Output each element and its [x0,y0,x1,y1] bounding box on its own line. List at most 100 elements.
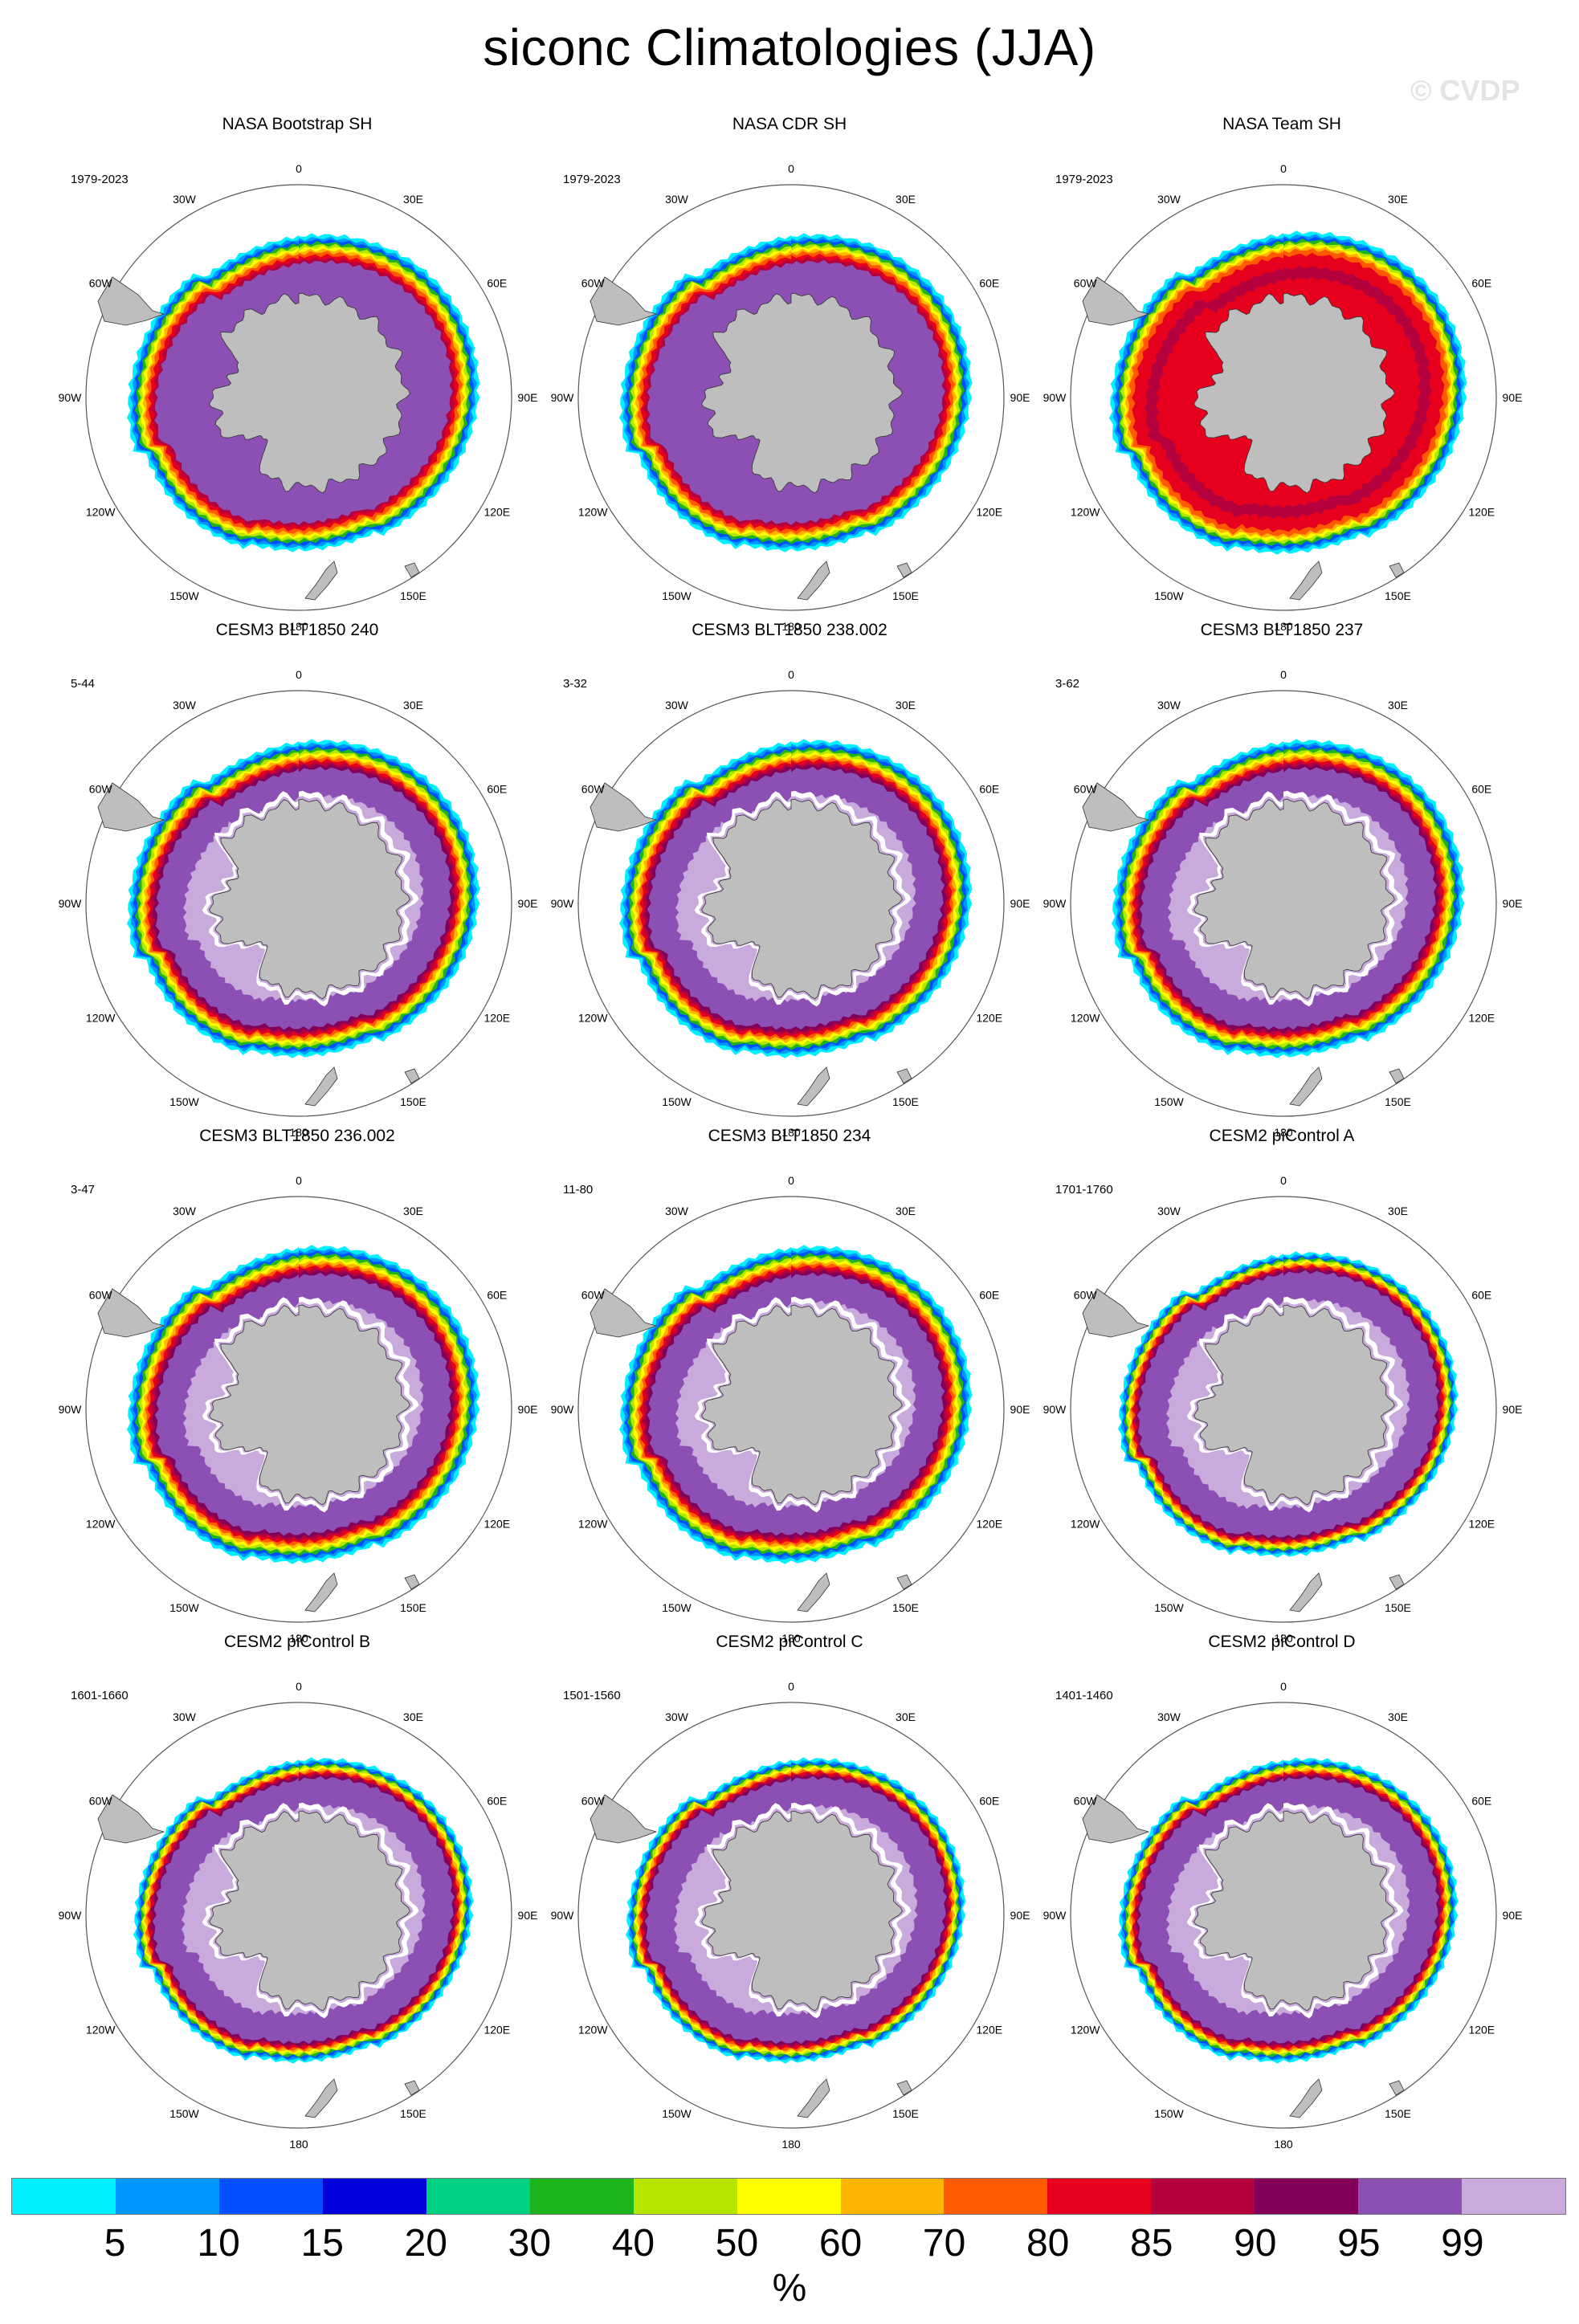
tasmania-land [404,2080,420,2096]
panel-period: 3-32 [563,677,588,691]
longitude-label: 90W [1043,897,1067,910]
longitude-label: 150W [1154,2107,1184,2120]
panel-title: NASA Bootstrap SH [222,115,373,133]
colorbar-tick-label: 95 [1337,2222,1381,2265]
map-panel: 0 30E 60E 90E 120E 150E 180 150W 120W 90W 60W 30W CE… [532,1633,1047,2151]
longitude-label: 180 [1274,2138,1293,2151]
longitude-label: 180 [781,1632,801,1645]
panel-period: 1401-1460 [1055,1689,1113,1702]
longitude-label: 30E [1388,193,1408,206]
map-panel: 0 30E 60E 90E 120E 150E 180 150W 120W 90W 60W 30W NA… [40,115,554,633]
map-panel: 0 30E 60E 90E 120E 150E 180 150W 120W 90W 60W 30W CE… [1025,1127,1539,1645]
longitude-label: 90E [1503,897,1523,910]
panel-title: CESM2 piControl C [716,1633,863,1651]
map-panel: 0 30E 60E 90E 120E 150E 180 150W 120W 90W 60W 30W CE… [40,621,554,1139]
panel-title: CESM3 BLT1850 236.002 [199,1127,395,1145]
panel-period: 1501-1560 [563,1689,621,1702]
longitude-label: 150E [1385,2107,1411,2120]
panel-period: 1979-2023 [563,173,621,186]
longitude-label: 90W [551,897,575,910]
longitude-label: 60W [89,277,113,290]
antarctica-land [209,798,410,1000]
longitude-label: 150E [892,589,919,602]
longitude-label: 60E [979,277,999,290]
south-america-land [1082,1288,1150,1338]
longitude-label: 180 [289,620,308,633]
longitude-label: 60E [1471,783,1491,796]
longitude-label: 30W [665,1205,689,1217]
longitude-label: 90W [551,1909,575,1922]
south-america-land [97,276,165,326]
colorbar-swatch: #0050ff [218,2179,323,2214]
longitude-label: 150E [1385,1601,1411,1614]
longitude-label: 0 [1280,668,1287,681]
map-panel: 0 30E 60E 90E 120E 150E 180 150W 120W 90W 60W 30W CE… [40,1633,554,2151]
map-panel: 0 30E 60E 90E 120E 150E 180 150W 120W 90W 60W 30W CE… [1025,1633,1539,2151]
polar-map: 0 30E 60E 90E 120E 150E 180 150W 120W 90W 60W 30W [59,162,538,633]
longitude-label: 90E [1503,1909,1523,1922]
longitude-label: 60E [487,1289,507,1302]
longitude-label: 150W [169,1095,199,1108]
longitude-label: 90E [1503,1403,1523,1416]
longitude-label: 120W [1071,506,1100,519]
longitude-label: 90E [1503,391,1523,404]
tasmania-land [1389,562,1405,578]
longitude-label: 150E [892,1095,919,1108]
new-zealand-land [797,2078,830,2118]
longitude-label: 90W [59,391,83,404]
polar-map: 0 30E 60E 90E 120E 150E 180 150W 120W 90W 60W 30W [1043,162,1523,633]
map-panel: 0 30E 60E 90E 120E 150E 180 150W 120W 90W 60W 30W CE… [532,621,1047,1139]
watermark: © CVDP [1410,74,1520,107]
longitude-label: 90W [551,391,575,404]
polar-map: 0 30E 60E 90E 120E 150E 180 150W 120W 90W 60W 30W [551,1174,1030,1645]
colorbar-swatch: #0000dc [322,2179,426,2214]
longitude-label: 60W [581,277,606,290]
new-zealand-land [1289,561,1323,601]
longitude-label: 120W [86,1012,116,1025]
antarctica-land [1193,1810,1395,2012]
longitude-label: 60E [1471,1795,1491,1808]
longitude-label: 180 [781,1126,801,1139]
longitude-label: 60E [979,1289,999,1302]
new-zealand-land [304,1572,338,1613]
longitude-label: 180 [781,620,801,633]
south-america-land [97,1288,165,1338]
longitude-label: 0 [296,668,302,681]
panel-title: CESM3 BLT1850 238.002 [692,621,887,639]
longitude-label: 90E [1010,391,1030,404]
antarctica-land [209,1810,410,2012]
longitude-label: 30E [896,1710,916,1723]
panel-title: CESM3 BLT1850 237 [1200,621,1364,639]
longitude-label: 120E [976,506,1002,519]
longitude-label: 90W [1043,391,1067,404]
longitude-label: 180 [289,1632,308,1645]
colorbar-tick-label: 40 [611,2222,655,2265]
longitude-label: 60W [1074,783,1098,796]
longitude-label: 150W [662,589,692,602]
polar-map: 0 30E 60E 90E 120E 150E 180 150W 120W 90W 60W 30W [59,1174,538,1645]
colorbar-units: % [772,2267,807,2310]
antarctica-land [1193,292,1395,494]
colorbar-swatch: #ffb400 [840,2179,945,2214]
longitude-label: 150E [400,1095,426,1108]
south-america-land [97,782,165,832]
longitude-label: 30W [173,1205,197,1217]
longitude-label: 150E [892,1601,919,1614]
longitude-label: 120E [483,506,510,519]
longitude-label: 180 [1274,1126,1293,1139]
colorbar-swatch: #ff5a00 [944,2179,1048,2214]
longitude-label: 150E [1385,589,1411,602]
longitude-label: 0 [788,668,794,681]
colorbar-swatch: #b4003c [1151,2179,1255,2214]
longitude-label: 60E [1471,277,1491,290]
longitude-label: 120W [86,2024,116,2037]
longitude-label: 90E [1010,1909,1030,1922]
longitude-label: 180 [1274,1632,1293,1645]
longitude-label: 120W [1071,1518,1100,1531]
map-panel: 0 30E 60E 90E 120E 150E 180 150W 120W 90W 60W 30W NA… [532,115,1047,633]
colorbar-tick-label: 10 [197,2222,240,2265]
map-panel: 0 30E 60E 90E 120E 150E 180 150W 120W 90W 60W 30W NA… [1025,115,1539,633]
polar-map: 0 30E 60E 90E 120E 150E 180 150W 120W 90W 60W 30W [59,1680,538,2151]
panel-period: 1979-2023 [71,173,129,186]
colorbar-swatch: #00d282 [426,2179,530,2214]
